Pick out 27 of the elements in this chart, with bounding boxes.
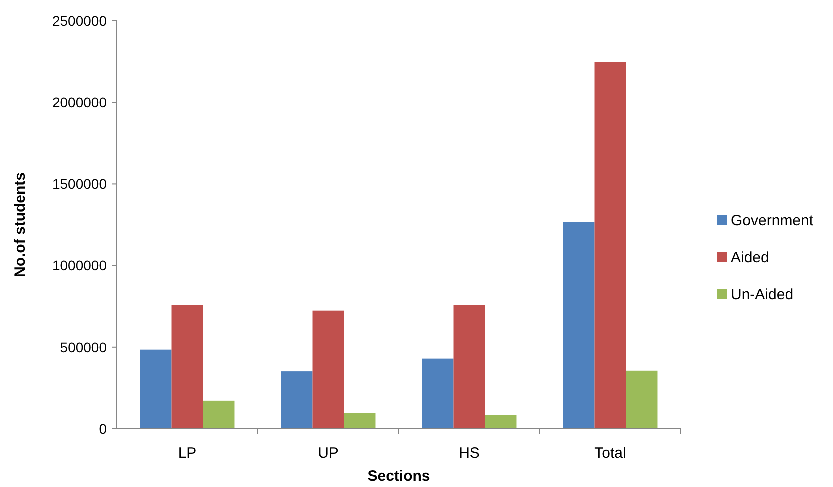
y-tick-label: 0 [99, 420, 108, 437]
x-tick-label: UP [318, 445, 339, 462]
y-tick-label: 500000 [60, 339, 108, 356]
bar [485, 415, 517, 429]
y-tick-label: 2000000 [52, 94, 108, 110]
x-axis-title: Sections [368, 468, 430, 485]
x-tick-label: LP [178, 445, 197, 462]
y-tick-label: 2500000 [52, 12, 108, 29]
bar [140, 350, 172, 429]
bar [281, 372, 313, 429]
y-tick-label: 1000000 [52, 258, 108, 274]
bar [172, 305, 204, 429]
bar [626, 370, 658, 429]
bar [594, 62, 626, 429]
y-axis-title: No.of students [12, 172, 29, 278]
bar [312, 310, 344, 429]
x-tick-label: HS [459, 445, 480, 462]
bar [203, 400, 235, 429]
legend-label: Un-Aided [731, 286, 794, 304]
x-tick-label: Total [594, 445, 626, 462]
bar [454, 305, 486, 429]
y-tick-label: 1500000 [52, 176, 108, 192]
legend-label: Government [731, 212, 814, 230]
legend-label: Aided [731, 249, 770, 266]
bar [422, 358, 454, 429]
bar [344, 413, 376, 429]
bar [563, 222, 595, 429]
